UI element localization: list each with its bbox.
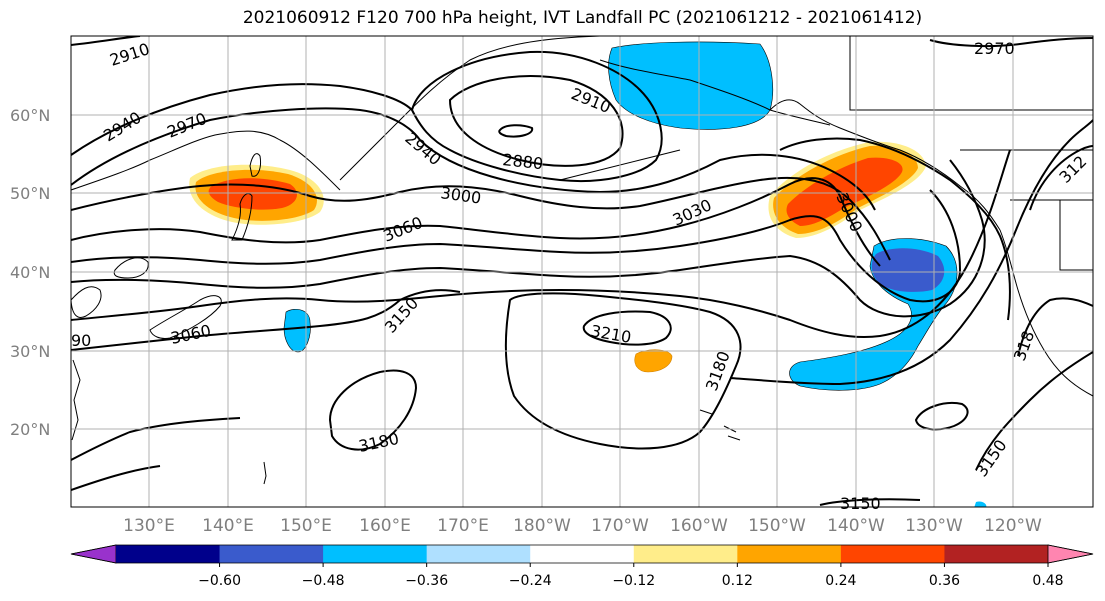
- lat-label: 30°N: [10, 342, 50, 361]
- contour-3120-south: [71, 465, 161, 491]
- contour-3150-se: [975, 351, 1093, 471]
- contour-3090-south: [71, 417, 241, 461]
- lat-label: 50°N: [10, 184, 50, 203]
- lat-label: 40°N: [10, 263, 50, 282]
- colorbar-tick-label: −0.12: [612, 573, 655, 589]
- colorbar-tick-label: 0.36: [929, 573, 960, 589]
- lon-label: 160°W: [670, 516, 728, 536]
- contour-2970-ne: [929, 37, 1093, 48]
- contour-3000: [71, 176, 891, 261]
- colorbar-segment: [530, 545, 635, 563]
- contour-3180-center: [504, 292, 742, 450]
- contour-3120: [71, 149, 1011, 339]
- map-frame: [70, 35, 1094, 508]
- colorbar-segment: [633, 545, 738, 563]
- ivt-negative-alaska: [608, 41, 774, 130]
- colorbar-segment: [737, 545, 842, 563]
- lon-label: 130°E: [123, 516, 175, 536]
- colorbar-segment: [323, 545, 428, 563]
- lon-label: 150°E: [280, 516, 332, 536]
- contour-3060: [71, 189, 962, 303]
- contour-3150-bottom: [819, 498, 921, 506]
- lon-label: 180°W: [513, 516, 571, 536]
- lon-label: 170°W: [591, 516, 649, 536]
- contour-2910-nw: [71, 36, 141, 46]
- colorbar-extend-low: [70, 544, 117, 564]
- colorbar-segment: [219, 545, 324, 563]
- contour-label: 2970: [974, 39, 1015, 58]
- ivt-negative-west: [283, 309, 311, 353]
- contour-3150: [71, 289, 461, 351]
- colorbar-extend-high: [1047, 544, 1094, 564]
- colorbar-tick-label: −0.36: [405, 573, 448, 589]
- contour-label: 3150: [840, 494, 881, 513]
- contour-2970: [71, 107, 876, 211]
- lon-label: 120°W: [984, 516, 1042, 536]
- lon-label: 170°E: [437, 516, 489, 536]
- colorbar: −0.60 −0.48 −0.36 −0.24 −0.12 0.12 0.24 0.36 0.4…: [70, 544, 1094, 589]
- colorbar-tick-label: −0.24: [509, 573, 552, 589]
- lat-label: 20°N: [10, 420, 50, 439]
- contour-2880: [498, 124, 534, 138]
- latitude-labels: 60°N 50°N 40°N 30°N 20°N: [10, 106, 50, 439]
- colorbar-segment: [426, 545, 531, 563]
- lon-label: 140°W: [827, 516, 885, 536]
- colorbar-tick-label: −0.60: [198, 573, 241, 589]
- colorbar-tick-label: 0.12: [722, 573, 753, 589]
- colorbar-segment: [116, 545, 221, 563]
- colorbar-segment: [944, 545, 1049, 563]
- height-contours: [71, 36, 1093, 506]
- lon-label: 130°W: [905, 516, 963, 536]
- contour-3180-west: [328, 369, 418, 451]
- colorbar-tick-label: 0.48: [1032, 573, 1063, 589]
- contour-3030: [71, 177, 881, 267]
- map-title: 2021060912 F120 700 hPa height, IVT Land…: [242, 8, 923, 28]
- contour-3150-east: [729, 119, 1093, 386]
- contour-label: 90: [71, 331, 91, 350]
- lon-label: 150°W: [748, 516, 806, 536]
- lon-label: 140°E: [202, 516, 254, 536]
- ivt-positive-central: [634, 349, 673, 373]
- colorbar-tick-label: −0.48: [302, 573, 345, 589]
- colorbar-tick-label: 0.24: [825, 573, 856, 589]
- contour-2940-ne: [779, 137, 1011, 321]
- longitude-labels: 130°E 140°E 150°E 160°E 170°E 180°W 170°W 160°W…: [123, 516, 1042, 536]
- lat-label: 60°N: [10, 106, 50, 125]
- contour-2940: [71, 50, 663, 183]
- colorbar-segment: [840, 545, 945, 563]
- colorbar-outline: [70, 544, 1094, 564]
- contour-label: 2880: [502, 150, 544, 173]
- contour-3180-east: [1017, 297, 1093, 357]
- lon-label: 160°E: [359, 516, 411, 536]
- lat-lon-grid: [71, 36, 1093, 507]
- coastlines: [71, 36, 1093, 485]
- contour-3120-east: [1029, 145, 1093, 211]
